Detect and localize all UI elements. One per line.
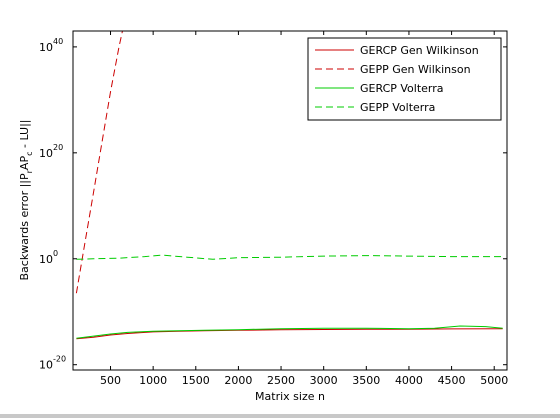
y-tick-exponent: -20 <box>53 355 66 364</box>
x-tick-label: 4000 <box>395 374 423 387</box>
legend-box <box>307 37 502 121</box>
y-tick-label: 10 <box>39 147 53 160</box>
x-tick-label: 2500 <box>267 374 295 387</box>
y-axis-label: Backwards error ||PrAPc - LU|| <box>18 119 34 280</box>
x-tick-label: 2000 <box>224 374 252 387</box>
x-tick-label: 5000 <box>480 374 508 387</box>
series-layer <box>75 31 503 340</box>
y-tick-label: 10 <box>39 359 53 372</box>
x-tick-label: 500 <box>100 374 121 387</box>
legend-label: GEPP Gen Wilkinson <box>360 63 471 76</box>
legend-label: GERCP Gen Wilkinson <box>360 44 479 57</box>
y-axis-label-tail: - LU|| <box>18 119 31 151</box>
legend-label: GEPP Volterra <box>360 101 435 114</box>
legend: GERCP Gen Wilkinson GEPP Gen Wilkinson GER… <box>307 37 502 121</box>
x-tick-label: 3500 <box>352 374 380 387</box>
y-axis-label-sub1: r <box>25 169 34 173</box>
y-tick-exponent: 20 <box>53 143 63 152</box>
x-tick-label: 3000 <box>310 374 338 387</box>
y-tick-exponent: 0 <box>53 249 58 258</box>
y-tick-exponent: 40 <box>53 37 63 46</box>
y-axis-label-mid: AP <box>18 156 31 171</box>
series-line <box>76 325 503 339</box>
plot-frame <box>72 30 508 371</box>
series-line <box>76 254 503 260</box>
y-axis-label-sub2: c <box>25 151 34 155</box>
x-tick-label: 4500 <box>438 374 466 387</box>
y-axis-label-main: Backwards error ||P <box>18 173 31 281</box>
y-tick-label: 10 <box>39 41 53 54</box>
x-axis-label: Matrix size n <box>255 390 325 403</box>
legend-label: GERCP Volterra <box>360 82 444 95</box>
x-tick-label: 1000 <box>139 374 167 387</box>
axes-layer: 500 1000 1500 2000 2500 3000 3500 4000 4500 5000 1… <box>39 31 508 387</box>
x-tick-label: 1500 <box>182 374 210 387</box>
y-tick-label: 10 <box>39 253 53 266</box>
svg-text:Backwards error ||PrAPc - LU|: Backwards error ||PrAPc - LU|| <box>18 119 34 280</box>
series-line <box>76 328 503 340</box>
